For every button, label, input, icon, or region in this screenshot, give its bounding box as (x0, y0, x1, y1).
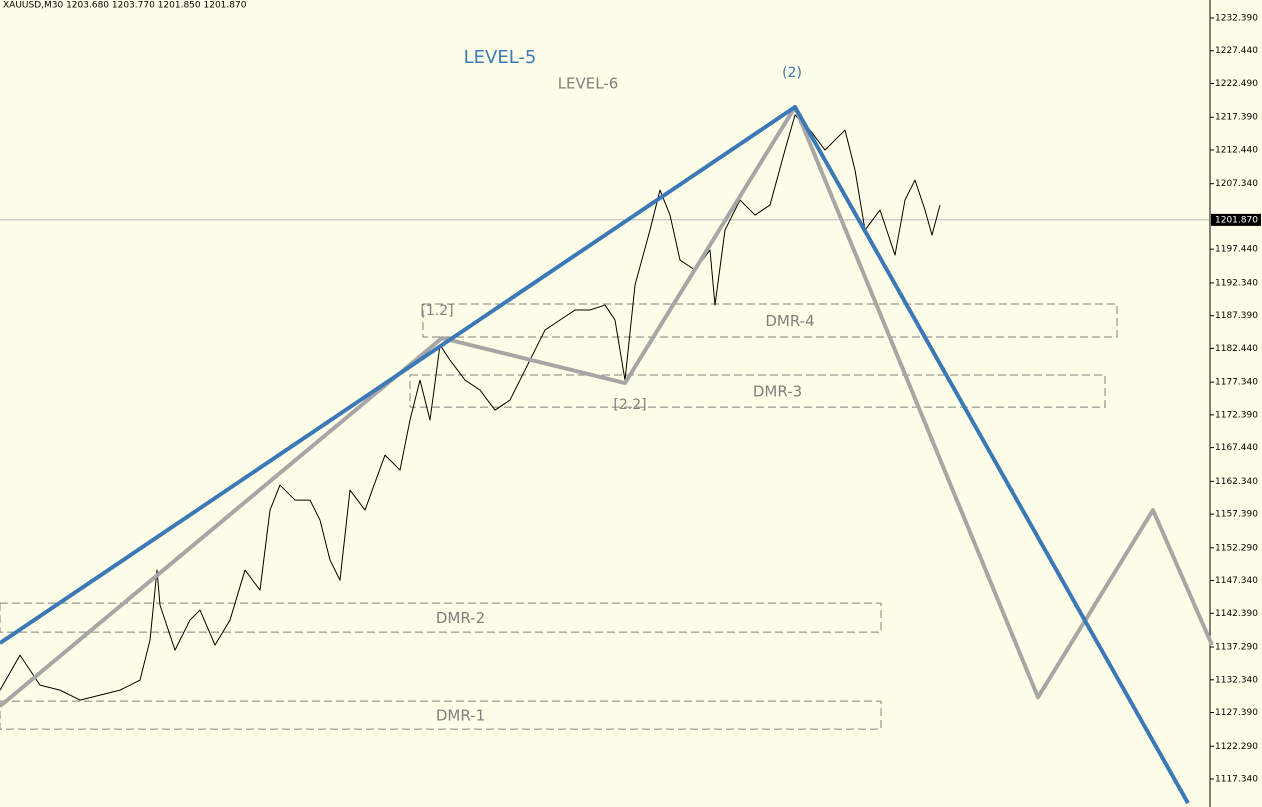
last-price-label: 1201.870 (1215, 215, 1258, 225)
y-tick-label: 1182.440 (1215, 344, 1258, 354)
y-tick-label: 1162.340 (1215, 477, 1258, 487)
y-tick-label: 1217.390 (1215, 113, 1258, 123)
y-tick-label: 1197.440 (1215, 245, 1258, 255)
y-tick-label: 1222.490 (1215, 79, 1258, 89)
y-tick-label: 1167.440 (1215, 443, 1258, 453)
y-tick-label: 1122.290 (1215, 742, 1258, 752)
wave-label: (2) (782, 65, 802, 81)
y-tick-label: 1137.290 (1215, 643, 1258, 653)
chart-header: XAUUSD,M30 1203.680 1203.770 1201.850 12… (3, 1, 247, 11)
last-price-box (1211, 213, 1261, 226)
y-tick-label: 1232.390 (1215, 13, 1258, 23)
y-tick-label: 1227.440 (1215, 46, 1258, 56)
series-line (0, 114, 941, 701)
zone-label: DMR-2 (436, 609, 485, 627)
y-tick-label: 1132.340 (1215, 675, 1258, 685)
zone (0, 700, 882, 730)
zone-label: DMR-3 (753, 383, 802, 401)
wave-label: LEVEL-6 (558, 75, 619, 93)
y-tick-label: 1142.390 (1215, 609, 1258, 619)
y-tick-label: 1212.440 (1215, 145, 1258, 155)
y-tick-label: 1187.390 (1215, 311, 1258, 321)
y-tick-label: 1117.340 (1215, 775, 1258, 785)
y-tick-label: 1177.340 (1215, 378, 1258, 388)
y-tick-label: 1172.390 (1215, 410, 1258, 420)
series-line (0, 105, 1190, 805)
y-tick-label: 1152.290 (1215, 543, 1258, 553)
wave-label: LEVEL-5 (464, 47, 537, 68)
y-tick-label: 1157.390 (1215, 510, 1258, 520)
zone (422, 303, 1118, 338)
y-tick-label: 1192.340 (1215, 278, 1258, 288)
wave-label: [1.2] (420, 303, 453, 319)
y-tick-label: 1127.390 (1215, 708, 1258, 718)
y-tick-label: 1207.340 (1215, 179, 1258, 189)
zone (409, 374, 1106, 408)
y-tick-label: 1147.340 (1215, 576, 1258, 586)
zone-label: DMR-1 (436, 707, 485, 725)
zone-label: DMR-4 (765, 312, 814, 330)
wave-label: [2.2] (613, 397, 646, 413)
zone (0, 602, 882, 633)
